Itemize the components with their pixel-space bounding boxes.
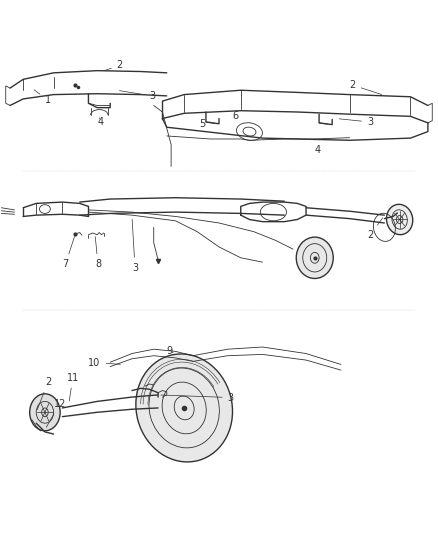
Text: 4: 4 — [315, 139, 321, 155]
Text: 1: 1 — [34, 90, 51, 106]
Text: 7: 7 — [62, 237, 74, 269]
Text: 3: 3 — [339, 117, 373, 127]
Text: 2: 2 — [367, 218, 383, 240]
Ellipse shape — [386, 204, 413, 235]
Ellipse shape — [136, 354, 233, 462]
Text: 3: 3 — [120, 91, 155, 101]
Text: 3: 3 — [161, 392, 234, 402]
Text: 10: 10 — [88, 358, 120, 368]
Text: 11: 11 — [67, 373, 79, 401]
Ellipse shape — [296, 237, 333, 278]
Text: 12: 12 — [46, 399, 66, 427]
Text: 2: 2 — [350, 80, 382, 94]
Text: 6: 6 — [232, 110, 238, 120]
Text: 4: 4 — [97, 117, 103, 127]
Text: 5: 5 — [199, 119, 210, 129]
Text: 8: 8 — [95, 237, 101, 269]
Text: 3: 3 — [132, 219, 138, 273]
Ellipse shape — [30, 394, 60, 431]
Text: 2: 2 — [37, 377, 51, 410]
Text: 9: 9 — [167, 345, 173, 356]
Text: 2: 2 — [104, 60, 123, 71]
